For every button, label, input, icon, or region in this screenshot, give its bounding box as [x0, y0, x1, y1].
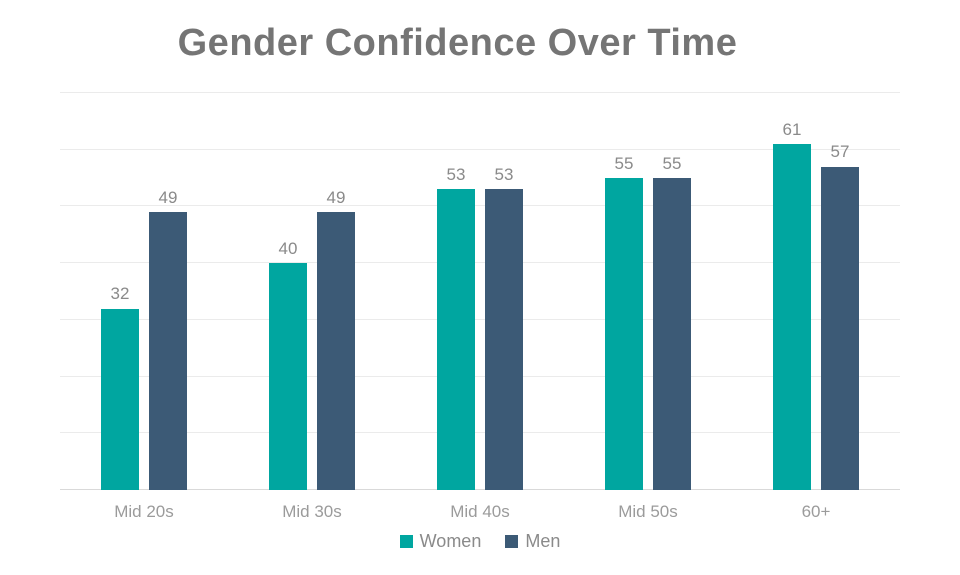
bar-women: [437, 189, 475, 490]
bar-value-label: 40: [278, 238, 298, 258]
bar-men: [317, 212, 355, 490]
bar-value-label: 55: [662, 153, 682, 173]
bar-value-label: 53: [446, 164, 466, 184]
bar-women: [101, 308, 139, 490]
plot-area: 32 49 40 49 53 53 55 55 61 57: [60, 92, 900, 490]
legend-label: Men: [525, 530, 561, 551]
gridline: [60, 92, 900, 93]
bar-women: [269, 263, 307, 490]
bar-group: 32 49: [60, 93, 228, 490]
gridline: [60, 205, 900, 207]
bar-men: [653, 178, 691, 490]
gridline: [60, 148, 900, 150]
women-swatch-icon: [399, 534, 413, 548]
bar-women: [773, 144, 811, 490]
bar-value-label: 49: [158, 187, 178, 207]
bar-group: 55 55: [564, 93, 732, 490]
gridline: [60, 318, 900, 320]
legend-item-men: Men: [505, 531, 560, 552]
x-axis-label: Mid 40s: [450, 502, 510, 521]
bar-group: 61 57: [732, 93, 900, 490]
bar-men: [821, 166, 859, 490]
gridline: [60, 432, 900, 434]
bar-value-label: 49: [326, 187, 346, 207]
bar-men: [485, 189, 523, 490]
x-axis-label: Mid 30s: [282, 502, 342, 521]
bar-value-label: 57: [830, 142, 850, 162]
bar-women: [605, 178, 643, 490]
gridline: [60, 262, 900, 264]
gridline: [60, 375, 900, 377]
x-axis-label: Mid 50s: [618, 502, 678, 521]
bar-value-label: 61: [782, 119, 802, 139]
x-axis-label: Mid 20s: [114, 502, 174, 521]
bar-value-label: 32: [110, 283, 130, 303]
bar-group: 40 49: [228, 93, 396, 490]
x-axis-label: 60+: [801, 502, 831, 521]
bar-group: 53 53: [396, 93, 564, 490]
men-swatch-icon: [505, 534, 519, 548]
page-title: Gender Confidence Over Time: [177, 22, 738, 64]
bar-value-label: 55: [614, 153, 634, 173]
legend-item-women: Women: [399, 530, 482, 552]
bar-value-label: 53: [494, 164, 514, 184]
bar-men: [149, 212, 187, 490]
legend-label: Women: [419, 530, 482, 551]
gridline: [60, 489, 900, 490]
legend: Women Men: [0, 528, 960, 554]
